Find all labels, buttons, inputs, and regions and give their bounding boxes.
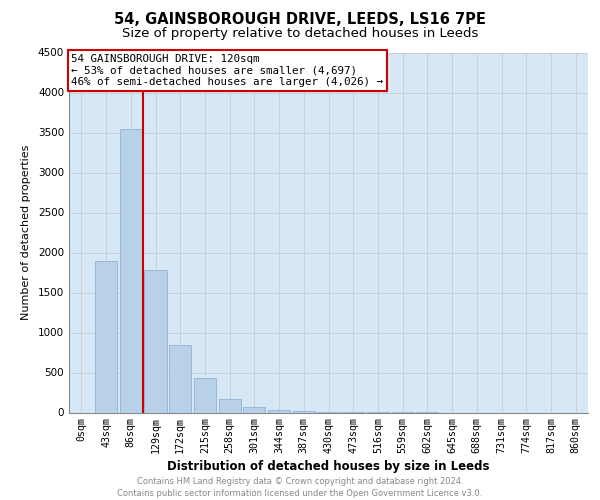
Text: 54, GAINSBOROUGH DRIVE, LEEDS, LS16 7PE: 54, GAINSBOROUGH DRIVE, LEEDS, LS16 7PE xyxy=(114,12,486,28)
Bar xyxy=(268,410,290,412)
Bar xyxy=(194,378,216,412)
Text: Contains HM Land Registry data © Crown copyright and database right 2024.
Contai: Contains HM Land Registry data © Crown c… xyxy=(118,476,482,498)
Bar xyxy=(169,346,191,412)
X-axis label: Distribution of detached houses by size in Leeds: Distribution of detached houses by size … xyxy=(167,460,490,473)
Y-axis label: Number of detached properties: Number of detached properties xyxy=(21,145,31,320)
Bar xyxy=(243,407,265,412)
Bar xyxy=(145,270,167,412)
Bar xyxy=(119,128,142,412)
Text: 54 GAINSBOROUGH DRIVE: 120sqm
← 53% of detached houses are smaller (4,697)
46% o: 54 GAINSBOROUGH DRIVE: 120sqm ← 53% of d… xyxy=(71,54,383,88)
Bar xyxy=(95,260,117,412)
Text: Size of property relative to detached houses in Leeds: Size of property relative to detached ho… xyxy=(122,28,478,40)
Bar xyxy=(218,399,241,412)
